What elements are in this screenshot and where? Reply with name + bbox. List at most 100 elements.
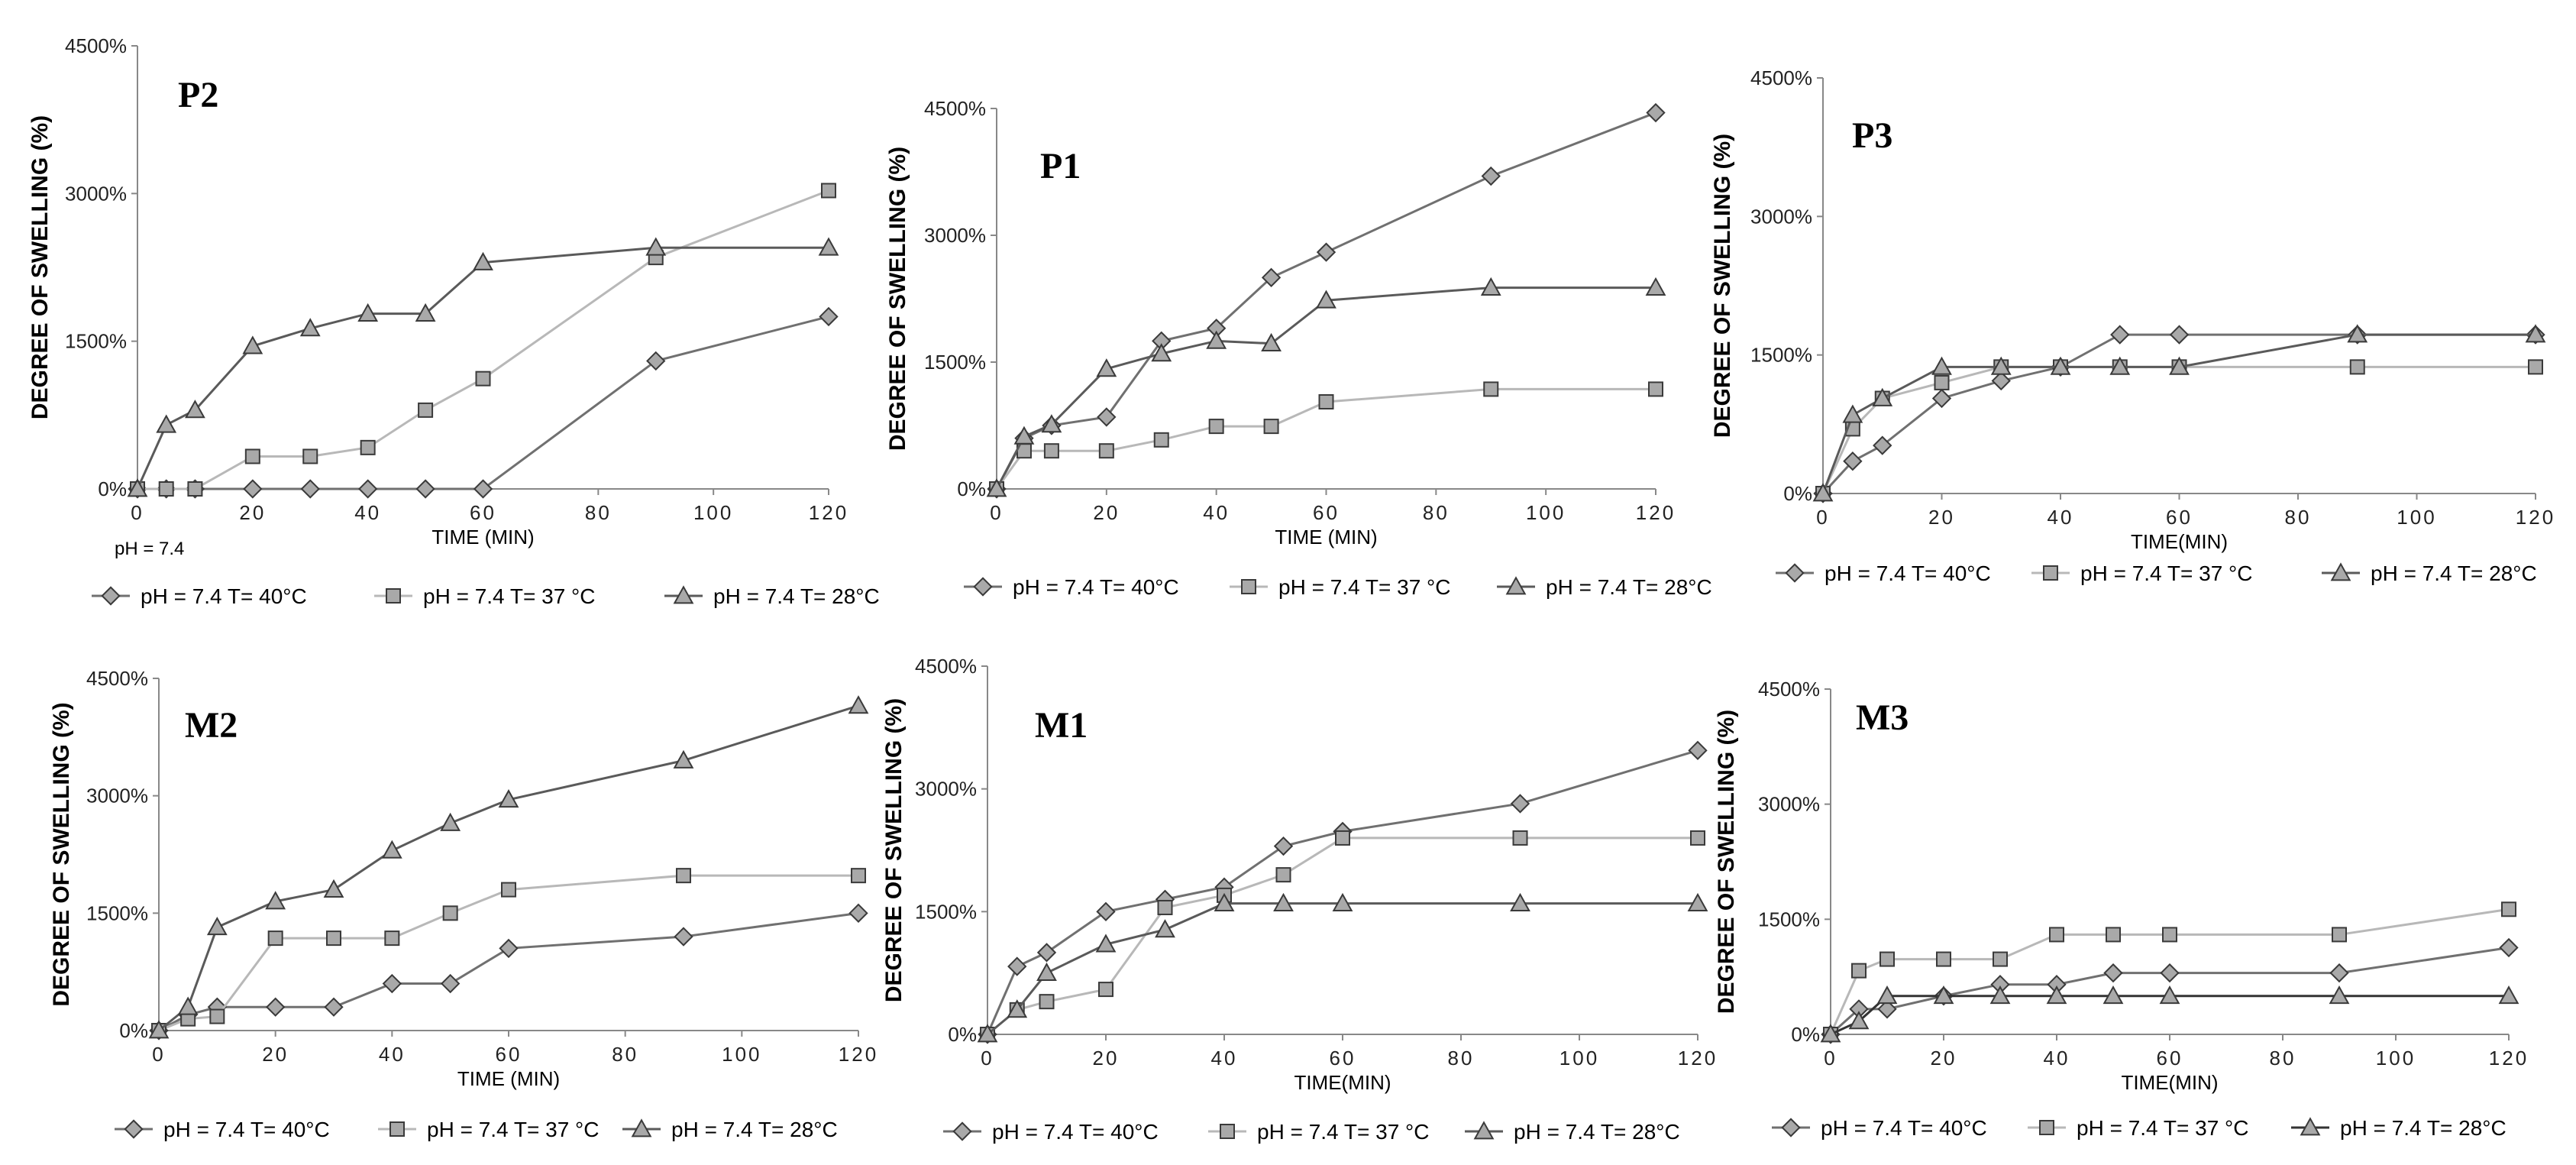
legend-marker xyxy=(1473,1121,1495,1140)
legend-label: pH = 7.4 T= 28°C xyxy=(2371,561,2537,585)
data-point xyxy=(1820,1024,1841,1043)
data-point xyxy=(1688,740,1708,760)
x-tick-label: 120 xyxy=(2516,506,2555,529)
data-point xyxy=(158,481,174,497)
data-point xyxy=(499,938,519,959)
x-tick-label: 0 xyxy=(981,1047,994,1070)
x-tick-label: 60 xyxy=(1330,1047,1356,1070)
series-line xyxy=(995,112,1656,490)
legend-label: pH = 7.4 T= 40°C xyxy=(1825,561,1991,585)
y-tick-label: 0% xyxy=(948,1023,977,1046)
series-triangle xyxy=(127,237,839,497)
y-tick-label: 4500% xyxy=(924,97,986,120)
data-point xyxy=(673,749,694,769)
x-axis-title: TIME(MIN) xyxy=(2131,530,2228,553)
series-line xyxy=(1821,333,2536,494)
data-point xyxy=(1989,985,2011,1005)
x-tick-label: 20 xyxy=(1928,506,1955,529)
data-point xyxy=(2109,356,2131,375)
data-point xyxy=(1155,919,1175,938)
data-point xyxy=(2347,324,2368,343)
data-point xyxy=(1991,371,2011,391)
panel-note: pH = 7.4 xyxy=(115,539,184,559)
data-point xyxy=(1931,356,1952,375)
x-axis-title: TIME (MIN) xyxy=(1275,526,1377,549)
panel-title: M1 xyxy=(1035,705,1088,746)
data-point xyxy=(177,996,199,1015)
data-point xyxy=(1687,892,1708,911)
legend-marker xyxy=(1505,576,1527,595)
x-tick-label: 20 xyxy=(1093,1047,1120,1070)
data-point xyxy=(2332,927,2347,943)
data-point xyxy=(1872,387,1893,406)
data-point xyxy=(1214,892,1235,911)
data-point xyxy=(1933,985,1954,1005)
data-point xyxy=(415,479,435,499)
data-point xyxy=(2162,927,2177,943)
y-tick-label: 0% xyxy=(119,1019,148,1042)
data-point xyxy=(2525,324,2546,343)
series-diamond xyxy=(1813,325,2545,503)
data-point xyxy=(473,479,493,499)
data-point xyxy=(209,1008,225,1024)
data-point xyxy=(2169,356,2190,375)
data-point xyxy=(674,927,693,947)
data-point xyxy=(2049,927,2064,943)
data-point xyxy=(358,479,378,499)
data-point xyxy=(1335,830,1350,846)
data-point xyxy=(324,997,344,1017)
x-tick-label: 40 xyxy=(379,1043,406,1066)
data-point xyxy=(302,448,318,464)
legend-marker xyxy=(2330,562,2351,581)
series-triangle xyxy=(148,695,869,1039)
data-point xyxy=(1096,358,1117,377)
panel-title: M2 xyxy=(185,705,238,746)
chart-panel-m3: 0% 1500% 3000% 4500% 0 20 40 60 80 100 120 TIME(MIN… xyxy=(1714,678,2526,1140)
data-point xyxy=(382,973,402,994)
series-line xyxy=(987,902,1698,1036)
y-tick-label: 4500% xyxy=(1750,66,1812,89)
data-point xyxy=(243,479,263,499)
data-point xyxy=(1483,381,1499,397)
x-tick-label: 60 xyxy=(470,501,496,524)
data-point xyxy=(1481,166,1501,186)
data-point xyxy=(1332,892,1353,911)
x-tick-label: 60 xyxy=(2157,1047,2183,1070)
data-point xyxy=(1273,892,1294,911)
data-point xyxy=(1208,419,1224,435)
x-tick-label: 100 xyxy=(693,501,733,524)
data-point xyxy=(267,930,283,947)
data-point xyxy=(645,237,667,256)
data-point xyxy=(1931,388,1952,409)
legend-label: pH = 7.4 T= 28°C xyxy=(1546,575,1712,599)
data-point xyxy=(2050,356,2071,375)
data-point xyxy=(821,183,836,199)
series-line xyxy=(987,837,1698,1036)
chart-panel-p3: 0% 1500% 3000% 4500% 0 20 40 60 80 100 120 TIME(MIN… xyxy=(1710,66,2555,585)
data-point xyxy=(1261,332,1282,352)
data-point xyxy=(1851,963,1867,979)
x-tick-label: 80 xyxy=(585,501,612,524)
data-point xyxy=(851,868,866,884)
x-tick-label: 20 xyxy=(262,1043,289,1066)
series-diamond xyxy=(1821,937,2519,1044)
data-point xyxy=(1993,951,2008,967)
data-point xyxy=(2501,901,2516,917)
data-point xyxy=(848,695,869,714)
data-point xyxy=(1273,836,1294,856)
data-point xyxy=(2169,325,2190,345)
data-point xyxy=(323,879,344,898)
chart-panel-m2: 0% 1500% 3000% 4500% 0 20 40 60 80 100 120 TIME (MI… xyxy=(49,667,876,1141)
data-point xyxy=(206,917,228,936)
data-point xyxy=(1480,277,1501,296)
legend-marker xyxy=(1785,563,1805,583)
x-tick-label: 0 xyxy=(990,501,1003,524)
data-point xyxy=(2046,985,2067,1005)
x-tick-label: 80 xyxy=(612,1043,638,1066)
data-point xyxy=(2106,927,2121,943)
data-point xyxy=(986,478,1007,497)
series-square xyxy=(1823,901,2516,1042)
data-point xyxy=(1041,414,1062,433)
data-point xyxy=(300,479,320,499)
